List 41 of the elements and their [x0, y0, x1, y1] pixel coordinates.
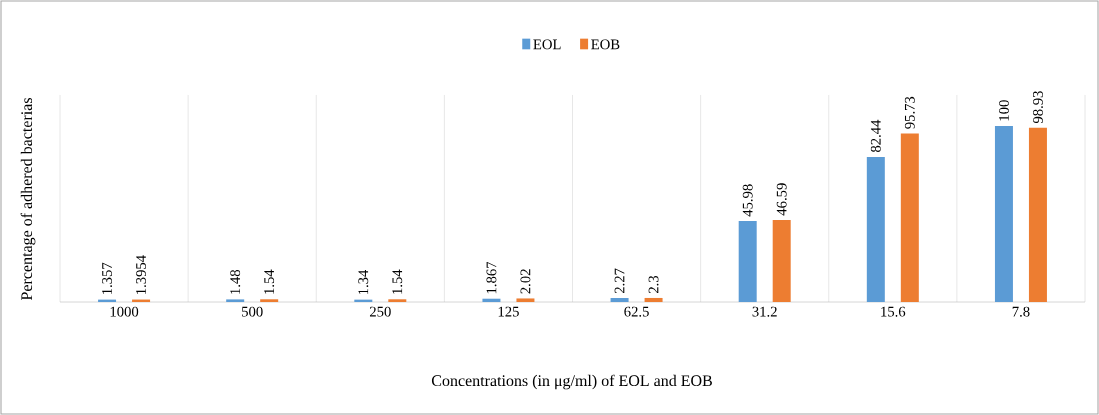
data-label: 82.44 [870, 119, 881, 153]
data-label: 46.59 [776, 183, 787, 216]
data-label: 1.3954 [136, 255, 147, 294]
x-tick-label: 7.8 [1012, 306, 1030, 317]
data-label: 1.54 [392, 269, 403, 294]
data-label: 1.54 [264, 269, 275, 294]
bar [1028, 127, 1047, 302]
x-tick-label: 62.5 [624, 306, 649, 317]
bar [610, 298, 629, 302]
data-label: 1.48 [230, 270, 241, 294]
y-axis-title: Percentage of adhered bacterias [20, 98, 36, 301]
data-label: 1.867 [486, 261, 497, 294]
legend-label: EOB [591, 39, 620, 50]
data-label: 95.73 [904, 96, 915, 129]
x-tick-label: 31.2 [752, 306, 777, 317]
bar [772, 219, 791, 302]
data-label: 1.357 [102, 262, 113, 295]
bar [516, 298, 535, 302]
bar [482, 298, 501, 302]
data-label: 2.27 [614, 268, 625, 294]
data-label: 98.93 [1032, 91, 1043, 124]
bar [738, 221, 757, 302]
bar [226, 299, 245, 302]
data-label: 1.34 [358, 269, 369, 295]
data-label: 2.3 [648, 275, 659, 294]
data-label: 2.02 [520, 269, 531, 294]
x-tick-label: 500 [242, 306, 263, 317]
bar [866, 156, 885, 302]
bar [900, 133, 919, 302]
legend-label: EOL [533, 39, 561, 50]
bar [260, 299, 279, 302]
x-tick-label: 15.6 [881, 306, 906, 317]
x-tick-label: 1000 [110, 306, 139, 317]
data-label: 100 [999, 100, 1009, 121]
bar [994, 125, 1013, 302]
x-axis-title: Concentrations (in μg/ml) of EOL and EOB [431, 374, 712, 390]
bar [388, 299, 407, 302]
bar [644, 297, 663, 302]
x-tick-label: 250 [369, 306, 391, 317]
x-tick-label: 125 [498, 306, 519, 317]
data-label: 45.98 [742, 184, 753, 217]
